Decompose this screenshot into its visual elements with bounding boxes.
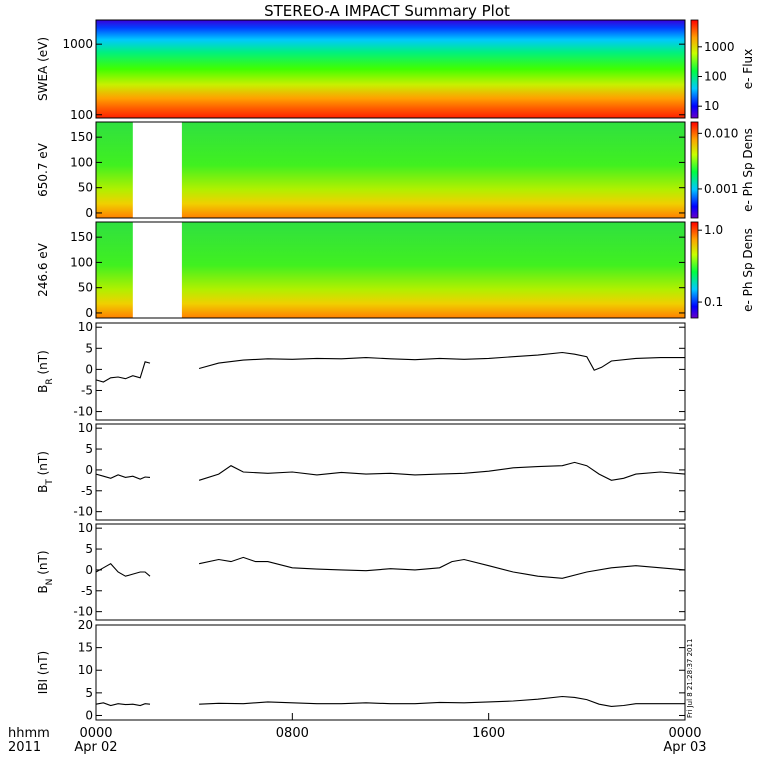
y-tick-label: 20 <box>78 618 93 632</box>
heatmap-field <box>96 20 685 118</box>
y-tick-label: -5 <box>81 484 93 498</box>
colorbar-tick-label: 0.001 <box>704 182 738 196</box>
y-tick-label: -10 <box>73 605 93 619</box>
colorbar <box>690 19 699 119</box>
y-tick-label: 100 <box>70 155 93 169</box>
y-tick-label: -5 <box>81 383 93 397</box>
time-year-label: 2011 <box>8 740 41 755</box>
panel-frame <box>95 624 686 721</box>
panel-4: -10 -5 0 5 10 BR (nT) <box>36 320 686 421</box>
series-line <box>95 361 151 383</box>
y-tick-label: 5 <box>85 341 93 355</box>
y-tick-label: 10 <box>78 663 93 677</box>
panel-6: -10 -5 0 5 10 BN (nT) <box>36 521 686 621</box>
panel-frame <box>95 523 686 621</box>
heatmap-field <box>96 122 685 218</box>
time-unit-label: hhmm <box>8 726 50 741</box>
y-tick-label: 0 <box>85 563 93 577</box>
y-tick-label: 100 <box>70 108 93 122</box>
data-gap <box>132 122 182 218</box>
colorbar-tick-label: 0.010 <box>704 126 738 140</box>
y-tick-label: 15 <box>78 641 93 655</box>
series-line <box>198 556 686 579</box>
series-line <box>199 695 685 707</box>
data-gap <box>132 222 182 318</box>
colorbar <box>690 221 699 319</box>
y-tick-label: 50 <box>78 281 93 295</box>
y-axis-label: SWEA (eV) <box>36 37 50 101</box>
colorbar-tick-label: 1.0 <box>704 223 723 237</box>
panel-2: 0 50 100 150 650.7 eV 0.001 0.010 e- Ph Sp Dens <box>36 121 755 220</box>
colorbar-tick-label: 0.1 <box>704 295 723 309</box>
panel-frame <box>95 221 686 319</box>
colorbar-label: e- Ph Sp Dens <box>741 128 755 212</box>
plot-title: STEREO-A IMPACT Summary Plot <box>264 2 510 20</box>
panel-1: 100 1000 SWEA (eV) 10 100 1000 e- Flux <box>36 19 755 122</box>
x-tick-label: 0000 <box>668 726 701 741</box>
panel-frame <box>95 322 686 421</box>
y-axis-label: BR (nT) <box>36 350 55 393</box>
colorbar-label: e- Ph Sp Dens <box>741 228 755 312</box>
y-tick-label: -5 <box>81 584 93 598</box>
series-line <box>95 563 151 577</box>
panel-7: 0 5 10 15 20 IBI (nT) <box>36 618 686 722</box>
colorbar-label: e- Flux <box>741 49 755 89</box>
x-date-label: Apr 02 <box>74 740 117 755</box>
series-line <box>198 351 685 371</box>
heatmap-field <box>96 222 685 318</box>
x-tick-label: 1600 <box>472 726 505 741</box>
panel-3: 0 50 100 150 246.6 eV 0.1 1.0 e- Ph Sp Dens <box>36 221 755 320</box>
colorbar <box>690 121 699 219</box>
y-tick-label: 5 <box>85 686 93 700</box>
y-tick-label: -10 <box>73 405 93 419</box>
x-date-label: Apr 03 <box>663 740 706 755</box>
colorbar-tick-label: 100 <box>704 69 727 83</box>
y-axis-label: BN (nT) <box>36 550 55 593</box>
y-tick-label: 1000 <box>62 37 93 51</box>
generation-stamp: Fri Jul 8 21:28:37 2011 <box>686 639 694 718</box>
y-tick-label: 0 <box>85 206 93 220</box>
series-line <box>95 702 151 707</box>
colorbar-tick-label: 10 <box>704 99 719 113</box>
series-line <box>95 473 151 480</box>
y-tick-label: 150 <box>70 130 93 144</box>
y-tick-label: -10 <box>73 505 93 519</box>
y-tick-label: 150 <box>70 230 93 244</box>
panel-frame <box>95 423 686 521</box>
panel-5: -10 -5 0 5 10 BT (nT) <box>36 421 686 521</box>
y-axis-label: 650.7 eV <box>36 142 50 197</box>
series-line <box>198 461 686 481</box>
y-tick-label: 10 <box>78 521 93 535</box>
y-tick-label: 100 <box>70 255 93 269</box>
y-tick-label: 10 <box>78 421 93 435</box>
x-tick-label: 0000 <box>79 726 112 741</box>
y-tick-label: 50 <box>78 181 93 195</box>
y-tick-label: 0 <box>85 708 93 722</box>
y-tick-label: 0 <box>85 463 93 477</box>
y-tick-label: 5 <box>85 442 93 456</box>
y-axis-label: BT (nT) <box>36 451 55 493</box>
y-axis-label: 246.6 eV <box>36 242 50 297</box>
y-tick-label: 10 <box>78 320 93 334</box>
colorbar-tick-label: 1000 <box>704 40 735 54</box>
y-tick-label: 0 <box>85 306 93 320</box>
y-tick-label: 5 <box>85 542 93 556</box>
panel-frame <box>95 19 686 119</box>
x-tick-label: 0800 <box>276 726 309 741</box>
y-axis-label: IBI (nT) <box>36 651 50 694</box>
y-tick-label: 0 <box>85 362 93 376</box>
panel-frame <box>95 121 686 219</box>
